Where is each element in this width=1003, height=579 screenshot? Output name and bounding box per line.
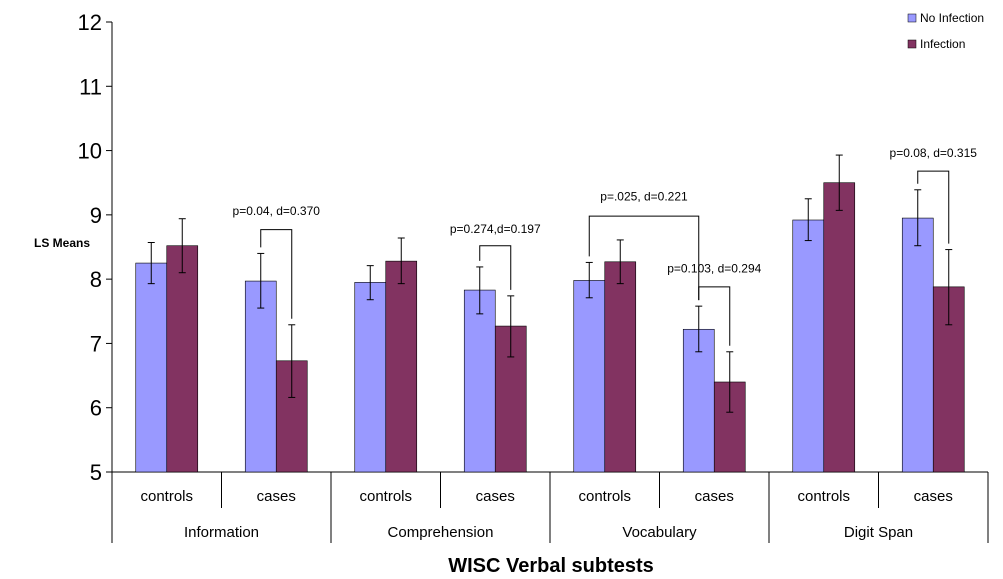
legend-label-infection: Infection <box>920 37 965 51</box>
legend-swatch-no-infection <box>907 13 917 23</box>
error-bars <box>147 154 953 413</box>
y-tick-label: 7 <box>90 331 102 356</box>
bar-infection <box>823 182 856 473</box>
significance-label: p=0.08, d=0.315 <box>890 146 978 160</box>
significance-label: p=0.04, d=0.370 <box>233 204 321 218</box>
y-tick-label: 12 <box>78 10 102 35</box>
significance-bracket <box>260 229 293 319</box>
bar-no-infection <box>792 219 825 473</box>
y-tick-label: 10 <box>78 139 102 164</box>
bar-no-infection <box>901 217 934 473</box>
category-label: cases <box>695 488 734 505</box>
y-axis-label: LS Means <box>34 236 90 250</box>
bar-no-infection <box>573 280 606 473</box>
significance-label: p=0.274,d=0.197 <box>450 222 541 236</box>
category-label: cases <box>476 488 515 505</box>
legend-label-no-infection: No Infection <box>920 11 984 25</box>
y-tick-label: 6 <box>90 396 102 421</box>
significance-label: p=.025, d=0.221 <box>600 190 688 204</box>
bar-no-infection <box>244 280 277 473</box>
y-tick-label: 9 <box>90 203 102 228</box>
bar-infection <box>604 261 637 473</box>
group-label: Vocabulary <box>622 524 697 541</box>
legend: No Infection Infection <box>907 11 984 51</box>
y-tick-label: 5 <box>90 460 102 485</box>
category-label: cases <box>914 488 953 505</box>
category-label: controls <box>140 488 193 505</box>
category-label: controls <box>797 488 850 505</box>
y-tick-label: 8 <box>90 267 102 292</box>
group-label: Digit Span <box>844 524 913 541</box>
bar-no-infection <box>135 262 168 473</box>
significance-label: p=0.103, d=0.294 <box>667 262 761 276</box>
category-label: controls <box>359 488 412 505</box>
x-axis-label: WISC Verbal subtests <box>448 555 654 577</box>
y-tick-label: 11 <box>79 74 102 99</box>
bar-infection <box>385 260 418 473</box>
bar-no-infection <box>463 289 496 473</box>
bar-infection <box>166 245 199 473</box>
significance-bracket <box>698 286 731 346</box>
bars <box>135 182 965 473</box>
significance-bracket <box>917 170 950 244</box>
significance-bracket <box>588 215 700 301</box>
annotations: p=0.04, d=0.370 p=0.274,d=0.197 p=.025, d=… <box>233 146 978 346</box>
legend-swatch-infection <box>907 39 917 49</box>
bar-no-infection <box>354 282 387 473</box>
category-labels: controls cases controls cases controls cases c… <box>140 488 952 541</box>
group-label: Comprehension <box>388 524 494 541</box>
group-label: Information <box>184 524 259 541</box>
category-label: controls <box>578 488 631 505</box>
significance-bracket <box>479 245 512 290</box>
category-label: cases <box>257 488 296 505</box>
